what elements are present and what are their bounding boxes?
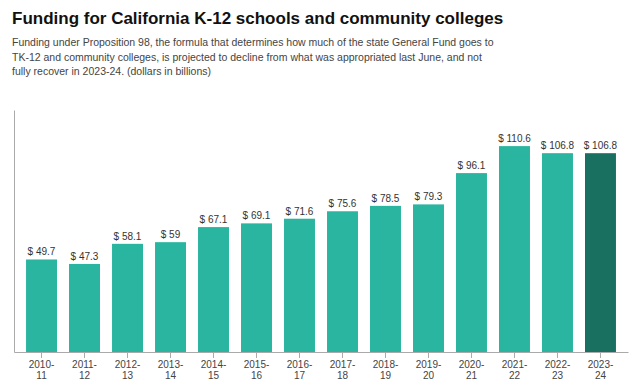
- x-tick-mark: [342, 352, 343, 358]
- x-tick-mark: [299, 352, 300, 358]
- bar: [456, 173, 487, 352]
- x-tick-mark: [213, 352, 214, 358]
- x-tick-mark: [514, 352, 515, 358]
- value-label: $ 49.7: [28, 246, 56, 257]
- value-label: $ 47.3: [71, 251, 99, 262]
- x-tick-label: 2018-19: [373, 359, 399, 381]
- x-tick: 2022-23: [545, 352, 571, 381]
- x-tick-mark: [557, 352, 558, 358]
- x-tick: 2019-20: [416, 352, 442, 381]
- bar: [69, 264, 100, 352]
- bar: [370, 206, 401, 352]
- bars: [26, 146, 616, 352]
- value-label: $ 78.5: [372, 193, 400, 204]
- x-tick-mark: [170, 352, 171, 358]
- bar: [284, 219, 315, 352]
- x-tick: 2021-22: [502, 352, 528, 381]
- x-tick-label: 2014-15: [201, 359, 227, 381]
- x-tick-mark: [600, 352, 601, 358]
- x-tick: 2012-13: [115, 352, 141, 381]
- x-tick-label: 2020-21: [459, 359, 485, 381]
- bar: [585, 153, 616, 352]
- x-tick-mark: [127, 352, 128, 358]
- x-tick: 2010-11: [29, 352, 55, 381]
- x-tick-label: 2017-18: [330, 359, 356, 381]
- bar: [155, 242, 186, 352]
- x-tick-label: 2015-16: [244, 359, 270, 381]
- x-tick-mark: [471, 352, 472, 358]
- bar: [26, 259, 57, 352]
- x-tick-mark: [256, 352, 257, 358]
- x-tick-label: 2019-20: [416, 359, 442, 381]
- x-tick-mark: [84, 352, 85, 358]
- bar: [499, 146, 530, 352]
- x-tick-mark: [385, 352, 386, 358]
- x-tick-label: 2012-13: [115, 359, 141, 381]
- subtitle: Funding under Proposition 98, the formul…: [12, 36, 494, 77]
- x-tick: 2018-19: [373, 352, 399, 381]
- x-tick: 2016-17: [287, 352, 313, 381]
- value-label: $ 67.1: [200, 214, 228, 225]
- x-tick: 2017-18: [330, 352, 356, 381]
- value-label: $ 110.6: [498, 133, 531, 144]
- x-tick-label: 2023-24: [588, 359, 614, 381]
- x-tick: 2020-21: [459, 352, 485, 381]
- value-label: $ 59: [161, 229, 181, 240]
- x-tick-mark: [41, 352, 42, 358]
- bar: [327, 211, 358, 352]
- value-label: $ 69.1: [243, 210, 271, 221]
- bar: [112, 244, 143, 352]
- x-tick-label: 2022-23: [545, 359, 571, 381]
- x-axis: 2010-11 2011-12 2012-13 2013-14 2014-15 2015-…: [15, 352, 629, 381]
- x-tick: 2023-24: [588, 352, 614, 381]
- value-label: $ 96.1: [458, 160, 486, 171]
- bar: [542, 153, 573, 352]
- x-tick: 2011-12: [72, 352, 97, 381]
- value-label: $ 75.6: [329, 198, 357, 209]
- x-tick-label: 2011-12: [72, 359, 97, 381]
- x-tick-mark: [428, 352, 429, 358]
- x-tick-label: 2010-11: [29, 359, 55, 381]
- x-axis-line: [15, 352, 629, 353]
- x-tick: 2015-16: [244, 352, 270, 381]
- y-axis: [14, 111, 15, 353]
- bar: [241, 223, 272, 352]
- bar: [198, 227, 229, 352]
- value-label: $ 58.1: [114, 231, 142, 242]
- x-tick: 2014-15: [201, 352, 227, 381]
- chart-container: Funding for California K-12 schools and …: [0, 0, 640, 392]
- value-label: $ 71.6: [286, 206, 314, 217]
- x-tick-label: 2021-22: [502, 359, 528, 381]
- chart-svg: Funding for California K-12 schools and …: [0, 0, 640, 392]
- x-tick: 2013-14: [158, 352, 184, 381]
- bar: [413, 204, 444, 352]
- value-label: $ 106.8: [541, 140, 575, 151]
- plot: 2010-11 2011-12 2012-13 2013-14 2014-15 2015-…: [15, 111, 629, 382]
- x-tick-label: 2013-14: [158, 359, 184, 381]
- x-tick-label: 2016-17: [287, 359, 313, 381]
- y-axis-line: [14, 111, 15, 353]
- value-label: $ 79.3: [415, 191, 443, 202]
- title: Funding for California K-12 schools and …: [12, 9, 503, 28]
- value-labels: $ 49.7 $ 47.3 $ 58.1 $ 59 $ 67.1 $ 69.1 $ 71.6…: [28, 133, 618, 262]
- value-label: $ 106.8: [584, 140, 618, 151]
